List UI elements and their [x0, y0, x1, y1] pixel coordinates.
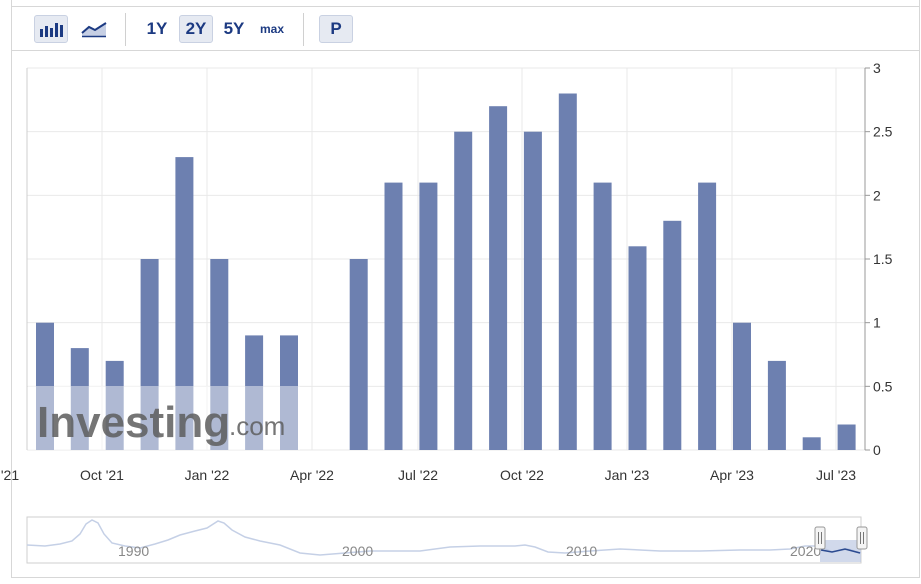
x-tick-label: Jul '22: [398, 467, 438, 483]
investing-watermark: Investing .com: [37, 398, 285, 447]
bar[interactable]: [837, 424, 856, 451]
toolbar-divider: [303, 13, 304, 46]
x-tick-label: Jul '23: [816, 467, 856, 483]
watermark-suffix: .com: [229, 411, 285, 441]
y-tick-label: 0: [873, 442, 881, 458]
y-tick-label: 0.5: [873, 378, 893, 394]
navigator-year-label: 2020: [790, 543, 821, 559]
bar[interactable]: [349, 259, 368, 450]
bar[interactable]: [802, 437, 821, 450]
x-tick-label: Jan '23: [605, 467, 650, 483]
y-tick-label: 1: [873, 315, 881, 331]
bar[interactable]: [36, 322, 54, 450]
navigator-year-label: 1990: [118, 543, 149, 559]
bar[interactable]: [593, 182, 612, 450]
y-tick-label: 1.5: [873, 251, 893, 267]
y-tick-label: 2.5: [873, 124, 893, 140]
bar[interactable]: [454, 131, 473, 450]
range-max-button[interactable]: max: [259, 22, 285, 36]
x-tick-label: Oct '21: [80, 467, 124, 483]
watermark-brand: Investing: [37, 398, 230, 447]
navigator-selected-series: [820, 548, 861, 554]
watermark-band: [28, 386, 300, 450]
chart-grid: [26, 67, 865, 451]
bar[interactable]: [558, 93, 577, 451]
navigator-selection[interactable]: [820, 540, 861, 562]
navigator-right-handle[interactable]: [856, 526, 868, 550]
bar[interactable]: [489, 106, 508, 450]
y-axis: 3 2.5 2 1.5 1 0.5 0: [864, 60, 893, 458]
bar-chart-view-button[interactable]: [34, 15, 68, 43]
bar-chart-icon: [40, 23, 63, 37]
bar[interactable]: [384, 182, 403, 450]
range-2y-button[interactable]: 2Y: [179, 15, 213, 43]
line-chart-view-button[interactable]: [77, 15, 111, 43]
bar[interactable]: [523, 131, 542, 450]
x-tick-label: Apr '23: [710, 467, 754, 483]
x-axis: '21 Oct '21 Jan '22 Apr '22 Jul '22 Oct '22 Ja…: [1, 467, 856, 483]
y-tick-label: 2: [873, 187, 881, 203]
navigator-year-label: 2010: [566, 543, 597, 559]
range-5y-button[interactable]: 5Y: [223, 19, 245, 38]
toolbar-divider: [125, 13, 126, 46]
bar[interactable]: [105, 360, 124, 450]
bar[interactable]: [175, 157, 194, 450]
p-button[interactable]: P: [319, 15, 353, 43]
bar[interactable]: [245, 335, 264, 450]
bar[interactable]: [628, 246, 647, 450]
bar[interactable]: [733, 322, 751, 450]
navigator-frame: [26, 516, 862, 564]
bar[interactable]: [698, 182, 717, 450]
bar[interactable]: [767, 360, 786, 450]
navigator-year-label: 2000: [342, 543, 373, 559]
bar[interactable]: [70, 348, 89, 450]
bar[interactable]: [140, 259, 159, 450]
chart-bars: [28, 93, 856, 451]
line-chart-icon: [81, 22, 107, 38]
bar[interactable]: [210, 259, 229, 450]
chart-toolbar: 1Y 2Y 5Y max P: [11, 6, 920, 51]
bar[interactable]: [663, 220, 682, 450]
x-tick-label: Oct '22: [500, 467, 544, 483]
x-tick-label: Jan '22: [185, 467, 230, 483]
range-navigator[interactable]: 1990 2000 2010 2020: [26, 516, 868, 564]
navigator-series: [26, 519, 862, 556]
range-1y-button[interactable]: 1Y: [146, 19, 168, 38]
bar[interactable]: [419, 182, 438, 450]
bar[interactable]: [280, 335, 298, 450]
x-tick-label: Apr '22: [290, 467, 334, 483]
navigator-left-handle[interactable]: [814, 526, 826, 550]
y-tick-label: 3: [873, 60, 881, 76]
x-tick-label: '21: [1, 467, 19, 483]
